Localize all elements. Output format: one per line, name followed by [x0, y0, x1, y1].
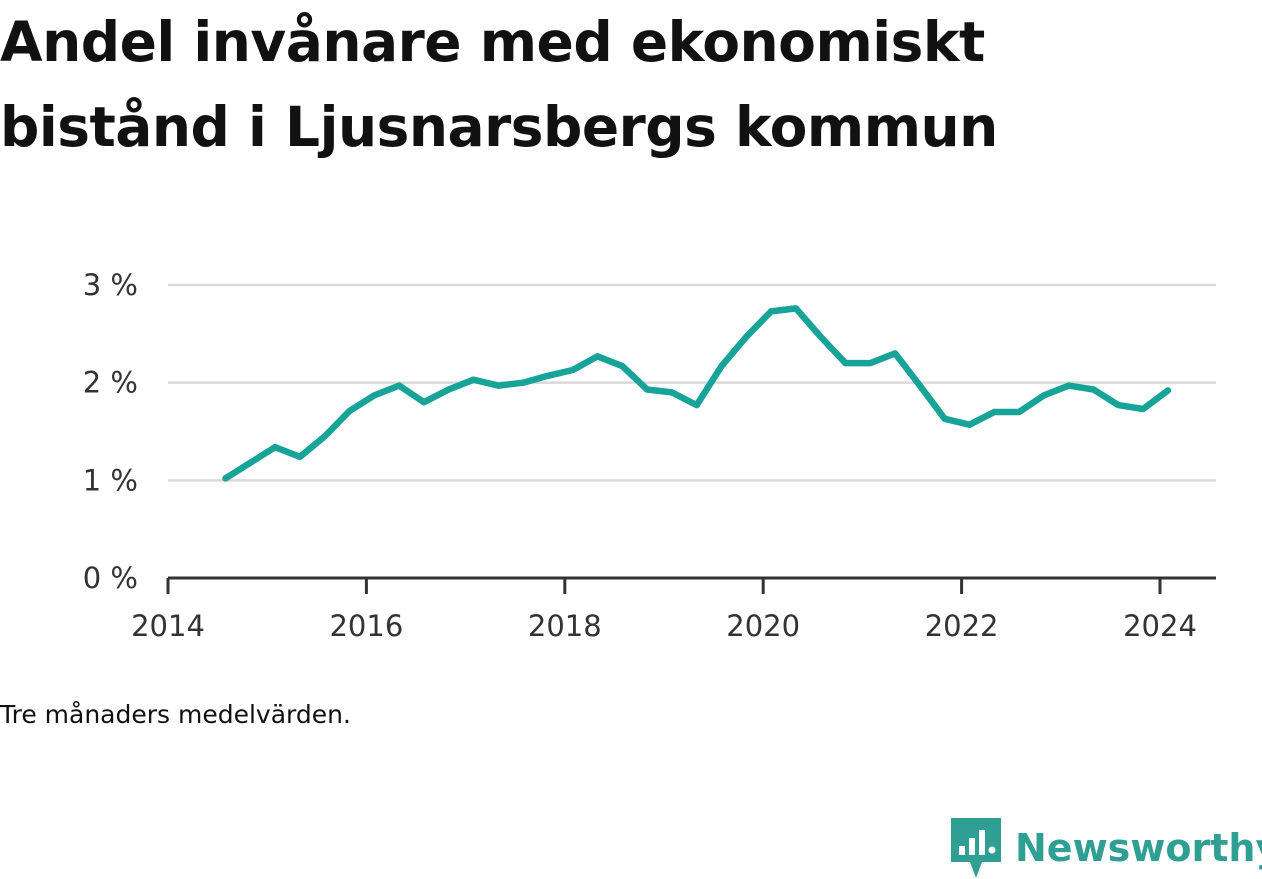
data-point	[346, 407, 353, 414]
x-tick-label: 2014	[131, 609, 205, 643]
data-point	[520, 379, 527, 386]
data-point	[991, 408, 998, 415]
chart-note: Tre månaders medelvärden.	[0, 700, 351, 729]
y-tick-label: 3 %	[83, 268, 138, 302]
data-point	[272, 444, 279, 451]
data-point	[1115, 402, 1122, 409]
data-point	[693, 402, 700, 409]
axes	[166, 576, 1216, 594]
data-point	[569, 366, 576, 373]
brand: Newsworthy	[951, 818, 1262, 878]
gridlines	[168, 283, 1216, 482]
tick-labels: 0 % 1 % 2 % 3 % 2014 2016 2018 2020 2022 2024	[83, 268, 1197, 643]
data-point	[619, 363, 626, 370]
data-point	[247, 459, 254, 466]
data-point	[1164, 387, 1171, 394]
series-layer	[222, 305, 1172, 482]
data-point	[892, 350, 899, 357]
data-point	[768, 308, 775, 315]
brand-name: Newsworthy	[1015, 826, 1262, 870]
data-point	[668, 389, 675, 396]
data-point	[817, 333, 824, 340]
data-point	[420, 399, 427, 406]
data-point	[966, 421, 973, 428]
data-point	[916, 382, 923, 389]
newsworthy-logo-icon	[951, 818, 1001, 878]
data-point	[594, 353, 601, 360]
chart-title: Andel invånare med ekonomiskt bistånd i …	[0, 10, 998, 159]
data-point	[867, 360, 874, 367]
data-point	[296, 453, 303, 460]
y-tick-label: 2 %	[83, 366, 138, 400]
data-point	[743, 333, 750, 340]
x-tick-label: 2024	[1123, 609, 1197, 643]
data-point	[445, 386, 452, 393]
x-tick-label: 2020	[726, 609, 800, 643]
y-tick-label: 0 %	[83, 561, 138, 595]
data-point	[1040, 392, 1047, 399]
data-point	[1016, 408, 1023, 415]
x-tick-label: 2022	[925, 609, 999, 643]
data-point	[1065, 382, 1072, 389]
data-point	[222, 475, 229, 482]
data-point	[792, 305, 799, 312]
data-point	[470, 376, 477, 383]
data-point	[718, 363, 725, 370]
data-point	[644, 386, 651, 393]
data-point	[396, 382, 403, 389]
x-tick-label: 2018	[528, 609, 602, 643]
data-point	[1140, 406, 1147, 413]
data-point	[1090, 386, 1097, 393]
data-point	[371, 392, 378, 399]
data-point	[495, 382, 502, 389]
data-point	[321, 433, 328, 440]
data-point	[842, 360, 849, 367]
data-point	[544, 372, 551, 379]
y-tick-label: 1 %	[83, 463, 138, 497]
series-line	[222, 305, 1172, 482]
data-point	[941, 415, 948, 422]
x-tick-label: 2016	[329, 609, 403, 643]
